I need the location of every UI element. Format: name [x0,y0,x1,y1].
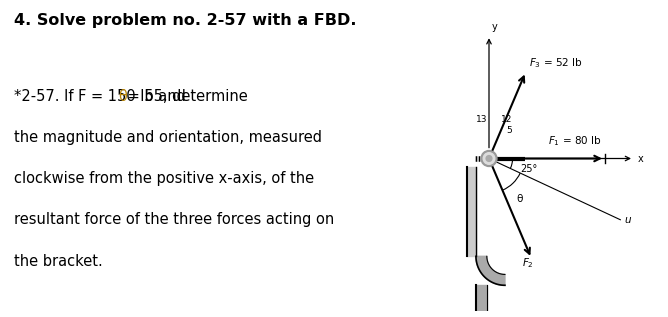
Text: resultant force of the three forces acting on: resultant force of the three forces acti… [15,212,335,227]
Text: *2-57. If F = 150 lb and: *2-57. If F = 150 lb and [15,89,191,104]
Circle shape [481,151,497,166]
Text: $F_1$ = 80 lb: $F_1$ = 80 lb [548,134,601,148]
Polygon shape [476,285,487,317]
Text: θ: θ [516,194,523,204]
Circle shape [483,153,495,164]
Text: 12: 12 [501,115,512,124]
Text: $F_2$: $F_2$ [522,256,534,269]
Circle shape [486,156,492,161]
Text: clockwise from the positive x-axis, of the: clockwise from the positive x-axis, of t… [15,171,315,186]
Text: the magnitude and orientation, measured: the magnitude and orientation, measured [15,130,323,145]
Polygon shape [466,167,476,256]
Text: u: u [624,215,631,225]
Text: θ: θ [118,89,127,104]
Text: y: y [492,22,498,32]
Text: 4. Solve problem no. 2-57 with a FBD.: 4. Solve problem no. 2-57 with a FBD. [15,13,357,28]
Text: = 55, determine: = 55, determine [123,89,248,104]
Text: 13: 13 [476,115,488,124]
Text: 25°: 25° [520,164,538,173]
Text: 5: 5 [506,126,512,134]
Text: x: x [637,153,643,164]
Text: the bracket.: the bracket. [15,254,103,268]
Text: $F_3$ = 52 lb: $F_3$ = 52 lb [530,56,583,70]
Polygon shape [476,256,505,285]
